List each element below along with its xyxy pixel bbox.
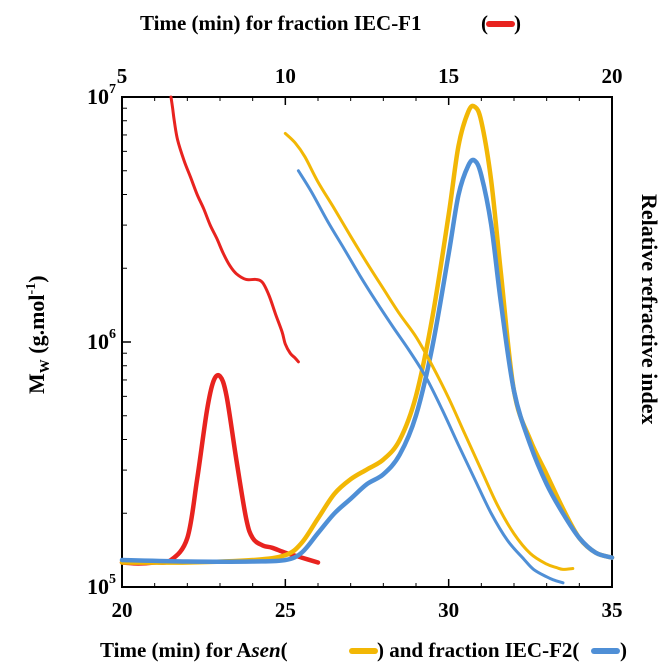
y-axis-title: MW (g.mol-1) <box>24 275 53 394</box>
top-tick-label: 15 <box>438 64 459 88</box>
bottom-tick-label: 20 <box>112 598 133 622</box>
tick-marks <box>121 96 613 588</box>
series-line-iecf1-ri <box>119 372 321 566</box>
bottom-axis-title-part1: Time (min) for <box>100 638 236 662</box>
series-line-iecf2-mw <box>296 169 565 585</box>
bottom-tick-label: 30 <box>438 598 459 622</box>
plot-frame <box>121 96 613 588</box>
series-line-iecf1-mw <box>169 95 300 364</box>
bottom-axis-title-part4: and fraction IEC-F2 <box>384 638 572 662</box>
bottom-tick-label: 25 <box>275 598 296 622</box>
top-axis-close-paren: ) <box>514 11 521 35</box>
bottom-axis-title-part2: A <box>236 638 252 662</box>
y-tick-label: 106 <box>87 327 116 354</box>
top-axis-open-paren: ( <box>481 11 488 35</box>
series-line-asen-mw <box>283 131 575 571</box>
bottom-axis-close-paren: ) <box>620 638 627 662</box>
bottom-axis-title-part3: sen <box>250 638 280 662</box>
top-tick-label: 10 <box>275 64 296 88</box>
bottom-axis-title: Time (min) for Asen( <box>100 638 288 662</box>
top-tick-label: 5 <box>117 64 128 88</box>
y-tick-label: 105 <box>87 572 116 599</box>
right-axis-title: Relative refractive index <box>637 194 662 425</box>
top-axis-title: Time (min) for fraction IEC-F1 <box>140 11 422 35</box>
series-layer <box>119 95 615 585</box>
series-line-iecf2-ri <box>119 157 615 564</box>
series-line-asen-ri <box>119 103 615 565</box>
top-tick-label: 20 <box>602 64 623 88</box>
bottom-tick-label: 35 <box>602 598 623 622</box>
y-tick-label: 107 <box>87 82 116 109</box>
bottom-axis-title-rest: ) and fraction IEC-F2( <box>377 638 579 662</box>
